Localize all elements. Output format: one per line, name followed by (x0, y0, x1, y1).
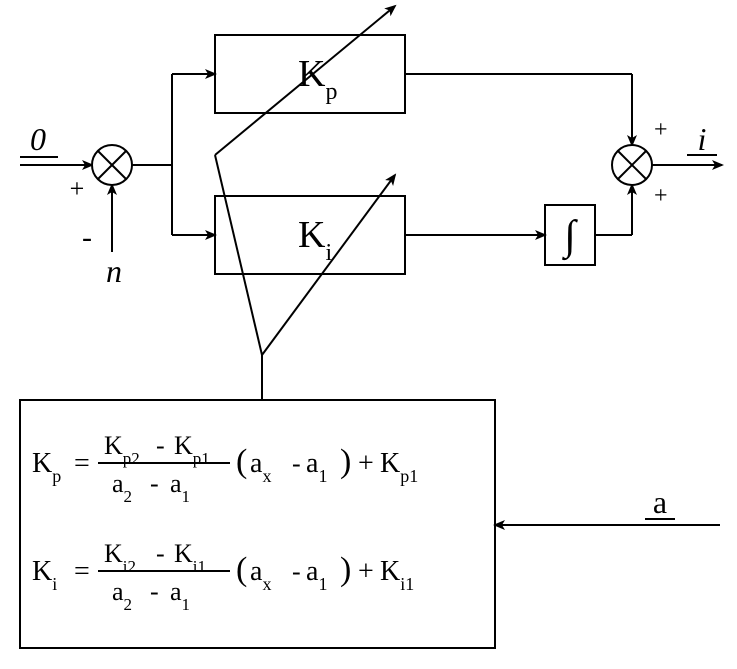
svg-text:a2: a2 (112, 469, 132, 506)
svg-text:(: ( (236, 551, 247, 588)
svg-text:a1: a1 (170, 577, 190, 614)
svg-text:Kp: Kp (32, 448, 61, 486)
svg-text:Ki: Ki (32, 556, 57, 594)
plus-input: + (70, 174, 85, 203)
svg-text:+: + (358, 448, 374, 479)
svg-text:Ki1: Ki1 (380, 556, 414, 594)
svg-text:-: - (292, 449, 301, 478)
ki-adjust-arrow (262, 175, 395, 355)
svg-text:=: = (74, 556, 90, 587)
svg-text:-: - (150, 469, 159, 498)
svg-text:a2: a2 (112, 577, 132, 614)
minus-feedback: - (82, 221, 92, 254)
summing-junction-left (92, 145, 132, 185)
svg-text:-: - (292, 557, 301, 586)
svg-text:a1: a1 (306, 448, 327, 486)
kp-adjust-arrow (215, 6, 395, 155)
svg-text:+: + (358, 556, 374, 587)
label-feedback: n (106, 253, 122, 289)
svg-text:(: ( (236, 443, 247, 480)
svg-text:ax: ax (250, 556, 271, 594)
svg-text:-: - (156, 431, 165, 460)
kp-label: Kp (298, 53, 337, 105)
label-output: i (698, 121, 707, 157)
svg-text:a1: a1 (306, 556, 327, 594)
integrator-symbol: ∫ (561, 213, 578, 261)
plus-bot: + (654, 183, 668, 209)
label-a: a (653, 484, 667, 520)
svg-text:-: - (156, 539, 165, 568)
svg-text:Kp1: Kp1 (380, 448, 418, 486)
svg-text:=: = (74, 448, 90, 479)
svg-text:-: - (150, 577, 159, 606)
summing-junction-right (612, 145, 652, 185)
svg-text:ax: ax (250, 448, 271, 486)
svg-text:a1: a1 (170, 469, 190, 506)
svg-text:): ) (340, 443, 351, 480)
ki-label: Ki (298, 214, 332, 266)
equation-box (20, 400, 495, 648)
adjust-branch-kp (215, 155, 262, 355)
plus-top: + (654, 117, 668, 143)
svg-text:): ) (340, 551, 351, 588)
label-input: 0 (30, 121, 46, 157)
